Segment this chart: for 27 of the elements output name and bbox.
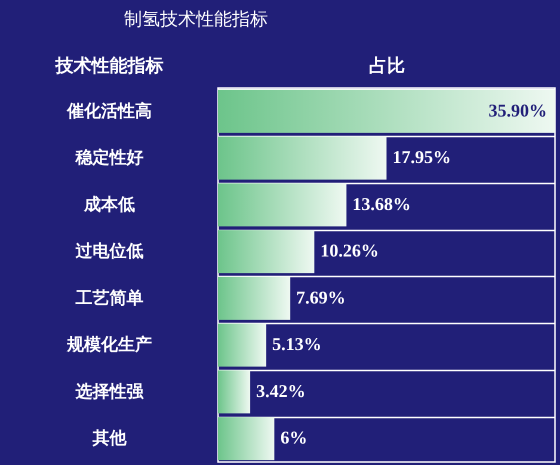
data-label: 6% bbox=[280, 428, 308, 448]
bar bbox=[218, 276, 290, 320]
data-label: 17.95% bbox=[392, 147, 451, 168]
data-label: 10.26% bbox=[320, 240, 379, 261]
y-tick-label: 规模化生产 bbox=[66, 335, 152, 356]
bar bbox=[218, 136, 386, 180]
data-label: 7.69% bbox=[296, 287, 346, 308]
bar bbox=[218, 324, 266, 367]
data-label: 35.90% bbox=[488, 100, 547, 120]
data-label: 5.13% bbox=[272, 334, 322, 354]
bar bbox=[218, 183, 346, 226]
y-tick-label: 工艺简单 bbox=[74, 288, 144, 308]
y-tick-label: 其他 bbox=[92, 428, 128, 449]
y-tick-label: 选择性强 bbox=[74, 382, 144, 402]
y-tick-label: 成本低 bbox=[83, 194, 135, 215]
y-tick-label: 催化活性高 bbox=[66, 101, 152, 122]
bar bbox=[218, 230, 314, 274]
x-axis-title: 占比 bbox=[369, 56, 405, 76]
data-label: 3.42% bbox=[256, 380, 306, 401]
bar bbox=[218, 90, 555, 133]
bar bbox=[218, 417, 274, 460]
chart-title: 制氢技术性能指标 bbox=[124, 9, 268, 30]
bar bbox=[218, 370, 250, 414]
y-axis-title: 技术性能指标 bbox=[54, 56, 164, 76]
y-tick-label: 稳定性好 bbox=[74, 148, 144, 168]
y-tick-label: 过电位低 bbox=[74, 242, 144, 262]
data-label: 13.68% bbox=[352, 194, 411, 214]
